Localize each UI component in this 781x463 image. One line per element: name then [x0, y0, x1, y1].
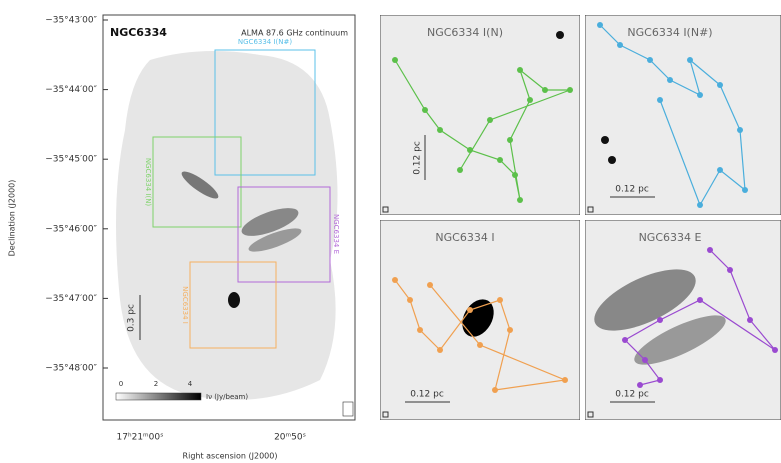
- panel-title: NGC6334 I: [435, 231, 494, 244]
- network-node: [507, 137, 513, 143]
- ra-tick-label: 17ʰ21ᵐ00ˢ: [117, 433, 164, 443]
- network-node: [567, 87, 573, 93]
- dec-ticks: −35°43′00″ −35°44′00″ −35°45′00″ −35°46′00″…: [45, 16, 108, 374]
- network-node: [637, 382, 643, 388]
- network-node: [697, 297, 703, 303]
- scale-label: 0.12 pc: [615, 185, 649, 195]
- dec-tick-label: −35°45′00″: [45, 155, 97, 165]
- network-node: [407, 297, 413, 303]
- network-node: [617, 42, 623, 48]
- network-node: [542, 87, 548, 93]
- panel-title: NGC6334 I(N): [427, 26, 503, 39]
- network-node: [527, 97, 533, 103]
- colorbar: [116, 393, 201, 400]
- network-node: [717, 82, 723, 88]
- network-node: [707, 247, 713, 253]
- network-node: [597, 22, 603, 28]
- emission: [608, 156, 616, 164]
- network-node: [737, 127, 743, 133]
- panel-subtitle: ALMA 87.6 GHz continuum: [241, 29, 348, 38]
- zoom-panel: NGC6334 I 0.12 pc: [380, 220, 580, 420]
- region-label: NGC6334 I(N#): [238, 38, 292, 46]
- network-node: [477, 342, 483, 348]
- emission: [601, 136, 609, 144]
- colorbar-tick: 2: [154, 380, 158, 388]
- network-node: [657, 377, 663, 383]
- ra-tick-label: 20ᵐ50ˢ: [274, 433, 306, 443]
- network-node: [437, 347, 443, 353]
- network-node: [427, 282, 433, 288]
- network-node: [642, 357, 648, 363]
- scale-label: 0.12 pc: [410, 390, 444, 400]
- dec-tick-label: −35°43′00″: [45, 16, 97, 26]
- network-node: [657, 317, 663, 323]
- network-node: [437, 127, 443, 133]
- panel-title: NGC6334: [110, 26, 167, 39]
- dec-tick-label: −35°44′00″: [45, 85, 97, 95]
- region-label: NGC6334 E: [332, 214, 340, 254]
- network-node: [717, 167, 723, 173]
- network-node: [497, 157, 503, 163]
- region-label: NGC6334 I(N): [144, 158, 152, 207]
- network-node: [657, 97, 663, 103]
- colorbar-label: Iν (Jy/beam): [206, 393, 248, 401]
- dec-tick-label: −35°46′00″: [45, 224, 97, 234]
- network-node: [772, 347, 778, 353]
- figure: NGC6334 ALMA 87.6 GHz continuum NGC6334 …: [0, 0, 781, 463]
- network-node: [562, 377, 568, 383]
- network-node: [517, 67, 523, 73]
- network-node: [422, 107, 428, 113]
- scale-label: 0.12 pc: [413, 141, 423, 175]
- network-node: [512, 172, 518, 178]
- network-node: [517, 197, 523, 203]
- network-node: [457, 167, 463, 173]
- network-node: [742, 187, 748, 193]
- region-label: NGC6334 I: [181, 286, 189, 324]
- zoom-panel: NGC6334 I(N) 0.12 pc: [380, 15, 580, 215]
- network-node: [697, 92, 703, 98]
- network-node: [747, 317, 753, 323]
- network-node: [492, 387, 498, 393]
- panel-title: NGC6334 I(N#): [627, 26, 712, 39]
- panel-title: NGC6334 E: [639, 231, 702, 244]
- zoom-panel: NGC6334 I(N#) 0.12 pc: [585, 15, 781, 215]
- dec-tick-label: −35°48′00″: [45, 364, 97, 374]
- colorbar-tick: 0: [119, 380, 123, 388]
- network-node: [417, 327, 423, 333]
- dec-tick-label: −35°47′00″: [45, 294, 97, 304]
- network-node: [622, 337, 628, 343]
- scale-label: 0.12 pc: [615, 390, 649, 400]
- panel-background: [380, 15, 580, 215]
- emission: [228, 292, 240, 308]
- network-node: [697, 202, 703, 208]
- network-node: [392, 277, 398, 283]
- network-node: [487, 117, 493, 123]
- emission: [556, 31, 564, 39]
- x-axis-label: Right ascension (J2000): [183, 452, 278, 461]
- network-node: [687, 57, 693, 63]
- network-node: [467, 147, 473, 153]
- scale-label: 0.3 pc: [127, 304, 137, 332]
- network-node: [467, 307, 473, 313]
- network-node: [497, 297, 503, 303]
- zoom-panel: NGC6334 E 0.12 pc: [585, 220, 781, 420]
- y-axis-label: Declination (J2000): [8, 180, 17, 257]
- network-node: [667, 77, 673, 83]
- network-node: [727, 267, 733, 273]
- network-node: [507, 327, 513, 333]
- network-node: [647, 57, 653, 63]
- colorbar-tick: 4: [188, 380, 193, 388]
- network-node: [392, 57, 398, 63]
